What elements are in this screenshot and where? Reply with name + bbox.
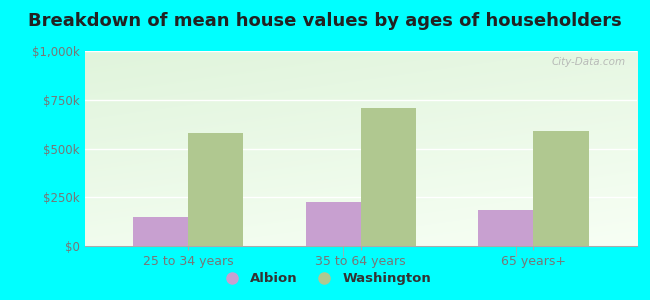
Bar — [306, 202, 361, 246]
Bar — [478, 210, 534, 246]
Legend: Albion, Washington: Albion, Washington — [213, 267, 437, 290]
Bar — [133, 217, 188, 246]
Bar — [188, 133, 243, 246]
Bar — [361, 107, 416, 246]
Text: City-Data.com: City-Data.com — [552, 57, 626, 67]
Text: Breakdown of mean house values by ages of householders: Breakdown of mean house values by ages o… — [28, 12, 622, 30]
Bar — [534, 131, 589, 246]
